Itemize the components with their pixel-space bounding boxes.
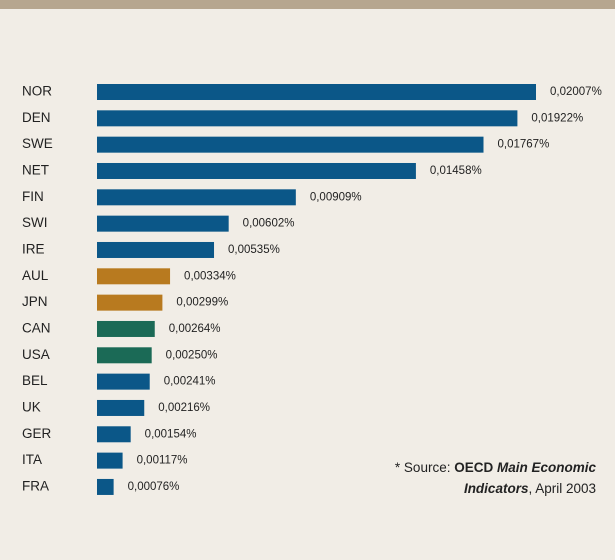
- value-label: 0,00250%: [166, 349, 218, 361]
- value-label: 0,00264%: [169, 323, 221, 335]
- bar: [97, 320, 155, 337]
- bar: [97, 268, 171, 285]
- category-label: USA: [22, 347, 50, 362]
- category-label: AUL: [22, 268, 49, 283]
- bar: [97, 189, 296, 206]
- category-label: CAN: [22, 321, 51, 336]
- bar: [97, 294, 163, 311]
- bar: [97, 136, 484, 153]
- bar: [97, 241, 215, 258]
- bar: [97, 162, 416, 179]
- value-label: 0,00299%: [176, 297, 228, 309]
- value-label: 0,00216%: [158, 402, 210, 414]
- value-label: 0,00334%: [184, 270, 236, 282]
- bar: [97, 478, 114, 495]
- category-label: ITA: [22, 452, 42, 467]
- bar: [97, 426, 131, 443]
- category-label: JPN: [22, 294, 48, 309]
- value-label: 0,00154%: [145, 428, 197, 440]
- category-label: UK: [22, 400, 41, 415]
- bar: [97, 110, 518, 127]
- value-label: 0,01922%: [531, 112, 583, 124]
- bar: [97, 347, 152, 364]
- source-note: * Source: OECD Main Economic: [395, 460, 597, 475]
- value-label: 0,00241%: [164, 376, 216, 388]
- bar: [97, 452, 123, 469]
- category-label: FIN: [22, 189, 44, 204]
- value-label: 0,02007%: [550, 86, 602, 98]
- bar: [97, 215, 229, 232]
- source-title: Indicators: [464, 481, 529, 496]
- top-band: [0, 0, 615, 9]
- source-prefix: * Source:: [395, 460, 454, 475]
- source-note: Indicators, April 2003: [464, 481, 596, 496]
- value-label: 0,01767%: [498, 139, 550, 151]
- category-label: IRE: [22, 242, 45, 257]
- category-label: DEN: [22, 110, 51, 125]
- bar: [97, 373, 150, 390]
- value-label: 0,01458%: [430, 165, 482, 177]
- value-label: 0,00909%: [310, 191, 362, 203]
- source-org: OECD: [454, 460, 493, 475]
- category-label: SWI: [22, 215, 48, 230]
- value-label: 0,00117%: [137, 455, 188, 467]
- category-label: GER: [22, 426, 52, 441]
- category-label: SWE: [22, 136, 53, 151]
- category-label: BEL: [22, 373, 48, 388]
- bar: [97, 84, 536, 100]
- source-title: Main Economic: [497, 460, 597, 475]
- value-label: 0,00076%: [128, 481, 180, 493]
- source-date: , April 2003: [528, 481, 596, 496]
- category-label: FRA: [22, 479, 49, 494]
- category-label: NOR: [22, 84, 52, 99]
- value-label: 0,00535%: [228, 244, 280, 256]
- bar: [97, 399, 145, 416]
- value-label: 0,00602%: [243, 218, 295, 230]
- category-label: NET: [22, 163, 49, 178]
